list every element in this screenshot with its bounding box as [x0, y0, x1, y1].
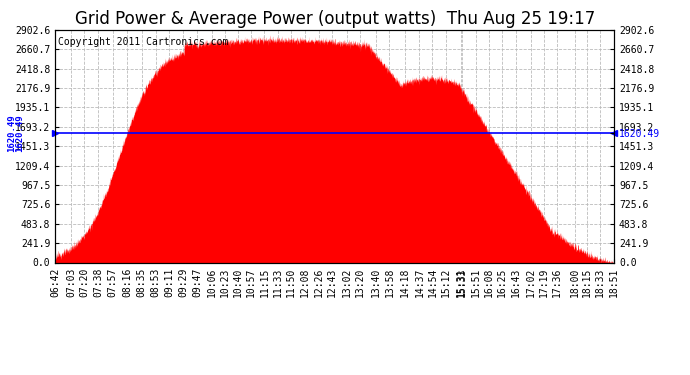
- Title: Grid Power & Average Power (output watts)  Thu Aug 25 19:17: Grid Power & Average Power (output watts…: [75, 10, 595, 28]
- Text: 1620.49: 1620.49: [15, 114, 24, 152]
- Text: 1620.49: 1620.49: [8, 114, 17, 152]
- Text: Copyright 2011 Cartronics.com: Copyright 2011 Cartronics.com: [58, 37, 228, 47]
